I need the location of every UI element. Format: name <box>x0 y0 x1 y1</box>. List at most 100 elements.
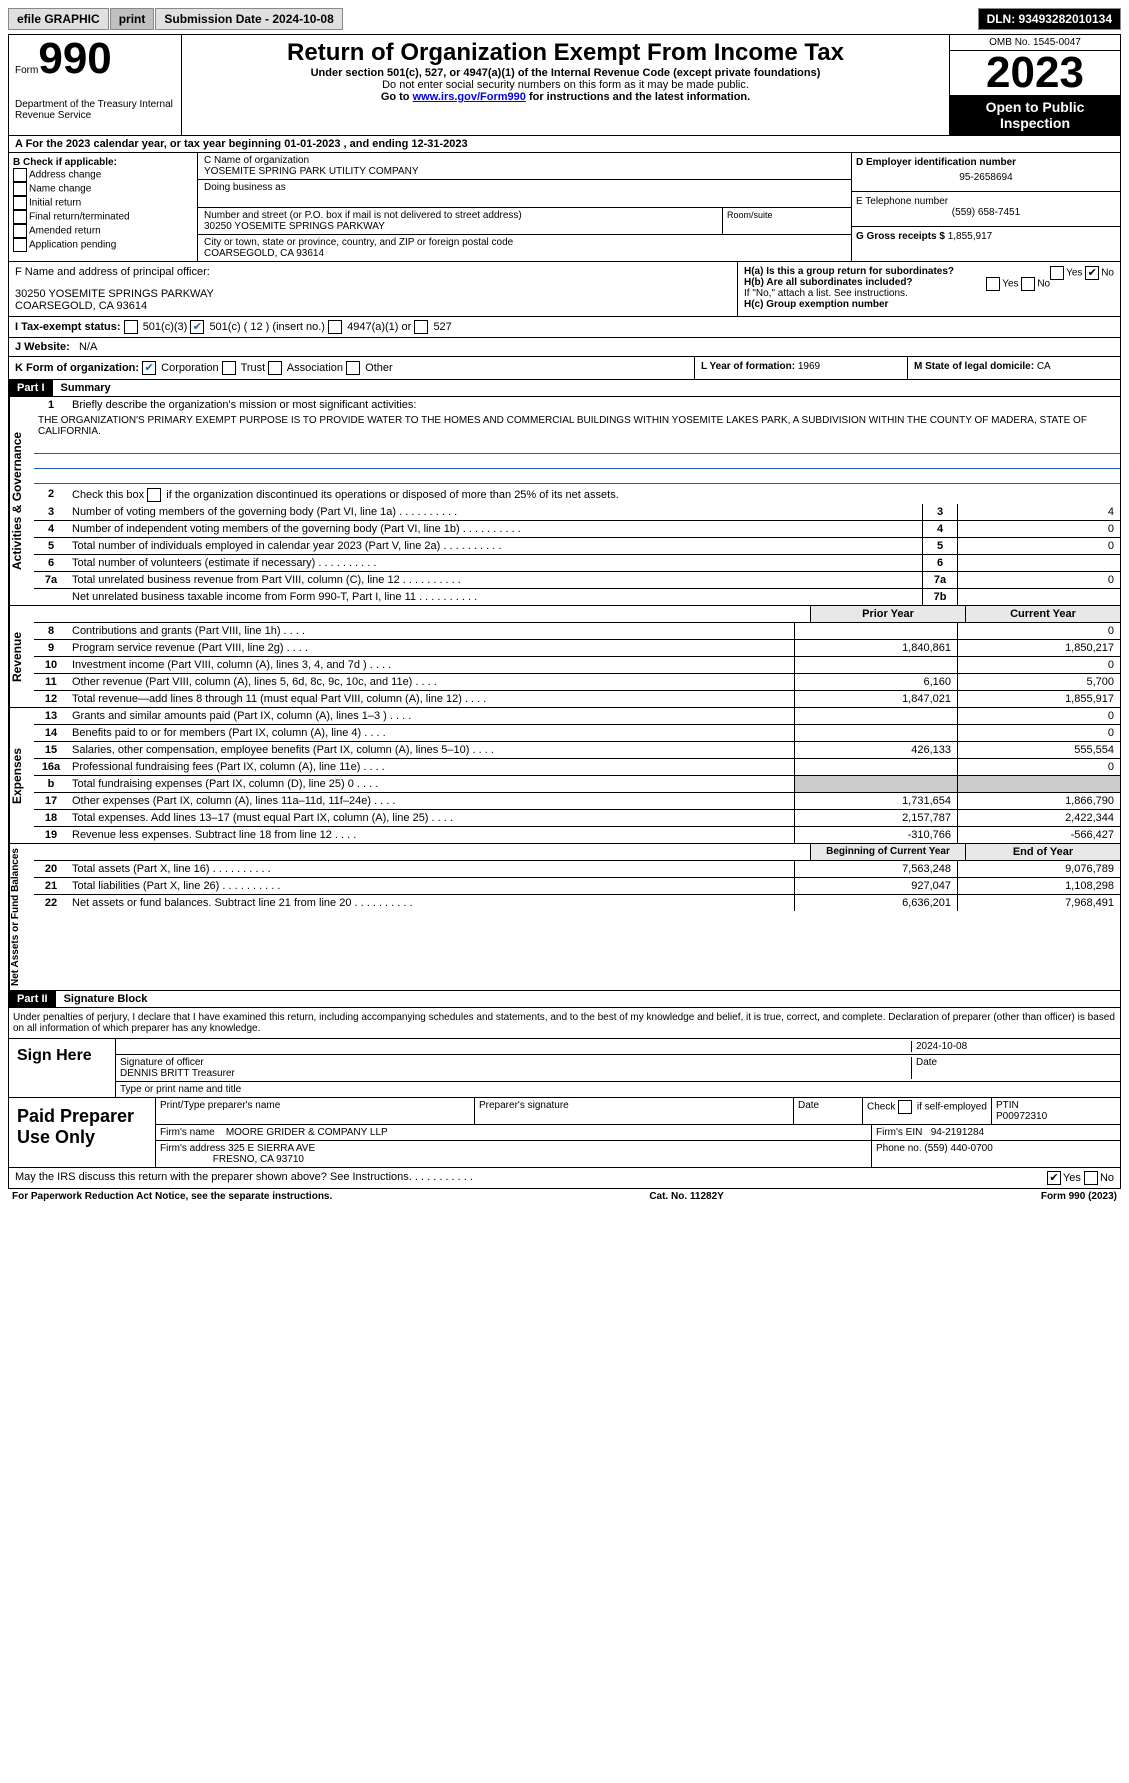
firm-addr1: 325 E SIERRA AVE <box>228 1143 315 1154</box>
hb-label: H(b) Are all subordinates included? <box>744 277 913 288</box>
section-j: J Website: N/A <box>9 338 1120 357</box>
dln-label: DLN: 93493282010134 <box>978 8 1121 30</box>
mission-text: THE ORGANIZATION'S PRIMARY EXEMPT PURPOS… <box>34 413 1120 439</box>
trust-checkbox[interactable] <box>222 361 236 375</box>
irs-link[interactable]: www.irs.gov/Form990 <box>413 91 526 103</box>
declaration-text: Under penalties of perjury, I declare th… <box>9 1008 1120 1039</box>
firm-addr2: FRESNO, CA 93710 <box>213 1154 304 1165</box>
type-name-label: Type or print name and title <box>116 1082 1120 1097</box>
preparer-sig-label: Preparer's signature <box>475 1098 794 1124</box>
firm-phone: (559) 440-0700 <box>924 1143 992 1154</box>
hb-no-checkbox[interactable] <box>1021 277 1035 291</box>
paid-preparer-label: Paid Preparer Use Only <box>9 1098 156 1167</box>
year-formation-label: L Year of formation: <box>701 361 798 372</box>
form-number: 990 <box>38 34 111 83</box>
address-change-checkbox[interactable] <box>13 168 27 182</box>
print-button[interactable]: print <box>110 8 155 30</box>
ha-label: H(a) Is this a group return for subordin… <box>744 266 954 277</box>
part2-header: Part II <box>9 991 56 1007</box>
section-i: I Tax-exempt status: 501(c)(3) 501(c) ( … <box>9 317 1120 338</box>
tax-year: 2023 <box>950 51 1120 95</box>
print-preparer-label: Print/Type preparer's name <box>156 1098 475 1124</box>
form-subtitle: Under section 501(c), 527, or 4947(a)(1)… <box>188 67 943 79</box>
paid-preparer-block: Paid Preparer Use Only Print/Type prepar… <box>9 1098 1120 1168</box>
part2-title: Signature Block <box>56 991 156 1007</box>
form-header: Form990 Department of the Treasury Inter… <box>9 35 1120 136</box>
efile-label: efile GRAPHIC <box>8 8 109 30</box>
name-change-checkbox[interactable] <box>13 182 27 196</box>
ptin-value: P00972310 <box>996 1111 1047 1122</box>
form-org-label: K Form of organization: <box>15 362 139 374</box>
501c-checkbox[interactable] <box>190 320 204 334</box>
form-title: Return of Organization Exempt From Incom… <box>188 39 943 67</box>
section-fh: F Name and address of principal officer:… <box>9 262 1120 317</box>
side-expenses: Expenses <box>9 708 34 843</box>
side-activities-governance: Activities & Governance <box>9 397 34 605</box>
city-state-zip: COARSEGOLD, CA 93614 <box>204 248 845 259</box>
city-label: City or town, state or province, country… <box>204 237 845 248</box>
final-return-checkbox[interactable] <box>13 210 27 224</box>
catalog-number: Cat. No. 11282Y <box>649 1191 723 1202</box>
prior-year-header: Prior Year <box>810 606 965 623</box>
dept-label: Department of the Treasury Internal Reve… <box>15 99 175 121</box>
form-990: Form990 Department of the Treasury Inter… <box>8 34 1121 1189</box>
dba-label: Doing business as <box>204 182 845 193</box>
domicile-label: M State of legal domicile: <box>914 361 1037 372</box>
room-suite-label: Room/suite <box>723 208 851 234</box>
year-formation: 1969 <box>798 361 820 372</box>
side-net-assets: Net Assets or Fund Balances <box>9 844 34 990</box>
form-footer-label: Form 990 (2023) <box>1041 1191 1117 1202</box>
officer-name: DENNIS BRITT Treasurer <box>120 1068 911 1079</box>
current-year-header: Current Year <box>965 606 1120 623</box>
street-address: 30250 YOSEMITE SPRINGS PARKWAY <box>204 221 716 232</box>
date-label: Date <box>911 1057 1116 1079</box>
sign-here-label: Sign Here <box>9 1039 116 1097</box>
501c3-checkbox[interactable] <box>124 320 138 334</box>
ha-yes-checkbox[interactable] <box>1050 266 1064 280</box>
sig-date: 2024-10-08 <box>911 1041 1116 1052</box>
gross-receipts-value: 1,855,917 <box>948 231 993 242</box>
discuss-yes-checkbox[interactable] <box>1047 1171 1061 1185</box>
initial-return-checkbox[interactable] <box>13 196 27 210</box>
part1-title: Summary <box>53 380 119 396</box>
self-employed-checkbox[interactable] <box>898 1100 912 1114</box>
tax-exempt-label: I Tax-exempt status: <box>15 321 121 333</box>
goto-suffix: for instructions and the latest informat… <box>526 91 750 103</box>
officer-addr1: 30250 YOSEMITE SPRINGS PARKWAY <box>15 288 731 300</box>
line-a: A For the 2023 calendar year, or tax yea… <box>9 136 1120 153</box>
discuss-row: May the IRS discuss this return with the… <box>9 1168 1120 1188</box>
prep-date-label: Date <box>794 1098 863 1124</box>
sig-officer-label: Signature of officer <box>120 1057 911 1068</box>
4947-checkbox[interactable] <box>328 320 342 334</box>
amended-return-checkbox[interactable] <box>13 224 27 238</box>
page-footer: For Paperwork Reduction Act Notice, see … <box>8 1189 1121 1204</box>
goto-prefix: Go to <box>381 91 413 103</box>
corp-checkbox[interactable] <box>142 361 156 375</box>
org-name: YOSEMITE SPRING PARK UTILITY COMPANY <box>204 166 845 177</box>
hc-label: H(c) Group exemption number <box>744 299 888 310</box>
application-pending-checkbox[interactable] <box>13 238 27 252</box>
open-to-public: Open to Public Inspection <box>950 95 1120 135</box>
line1-label: Briefly describe the organization's miss… <box>68 397 1120 413</box>
end-year-header: End of Year <box>965 844 1120 861</box>
hb-yes-checkbox[interactable] <box>986 277 1000 291</box>
527-checkbox[interactable] <box>414 320 428 334</box>
ssn-warning: Do not enter social security numbers on … <box>188 79 943 91</box>
paperwork-notice: For Paperwork Reduction Act Notice, see … <box>12 1191 332 1202</box>
submission-date: Submission Date - 2024-10-08 <box>155 8 342 30</box>
section-bcd: B Check if applicable: Address change Na… <box>9 153 1120 262</box>
sign-here-block: Sign Here 2024-10-08 Signature of office… <box>9 1039 1120 1098</box>
phone-label: E Telephone number <box>856 196 1116 207</box>
officer-label: F Name and address of principal officer: <box>15 266 731 278</box>
addr-label: Number and street (or P.O. box if mail i… <box>204 210 716 221</box>
side-revenue: Revenue <box>9 606 34 707</box>
form-word: Form <box>15 65 38 76</box>
discontinued-checkbox[interactable] <box>147 488 161 502</box>
officer-addr2: COARSEGOLD, CA 93614 <box>15 300 731 312</box>
ha-no-checkbox[interactable] <box>1085 266 1099 280</box>
domicile-value: CA <box>1037 361 1051 372</box>
other-checkbox[interactable] <box>346 361 360 375</box>
section-klm: K Form of organization: Corporation Trus… <box>9 357 1120 380</box>
assoc-checkbox[interactable] <box>268 361 282 375</box>
discuss-no-checkbox[interactable] <box>1084 1171 1098 1185</box>
